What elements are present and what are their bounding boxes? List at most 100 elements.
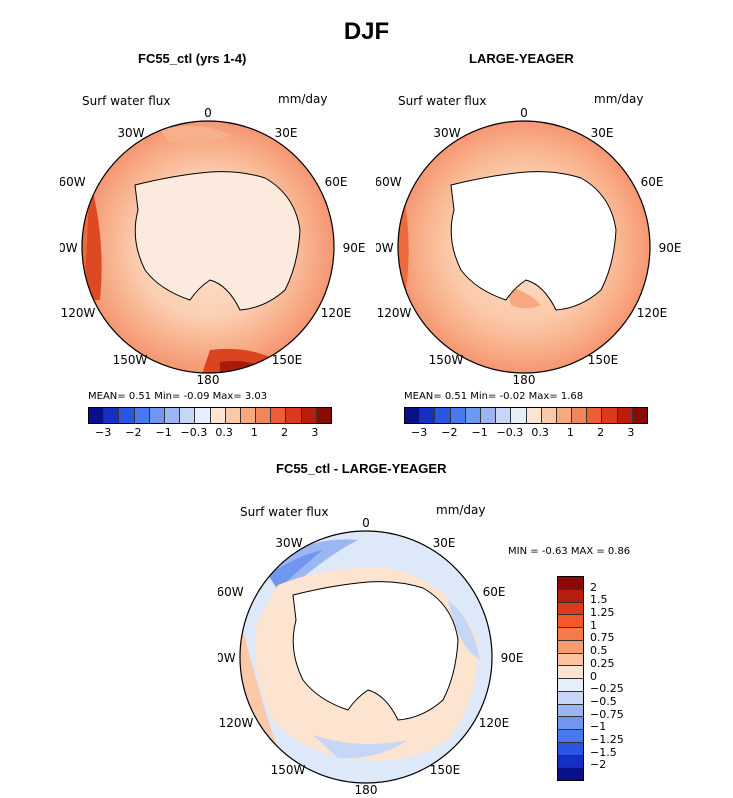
panel-2-boundary [397, 120, 651, 374]
panel-2-map: 0 30E 60E 90E 120E 150E 180 150W 120W 90… [376, 106, 682, 387]
panel-1-lon-150e: 150E [272, 353, 303, 367]
panel-1-colorbar-tick-label: 0.3 [215, 426, 233, 439]
panel-2-lon-150e: 150E [588, 353, 619, 367]
panel-2-lon-60e: 60E [641, 175, 664, 189]
panel-2-lon-150w: 150W [429, 353, 464, 367]
panel-1-colorbar-tick-label: 2 [281, 426, 289, 439]
panel-3-lon-150e: 150E [430, 763, 461, 777]
panel-1-colorbar-tick-label: −1 [155, 426, 172, 439]
panel-2-colorbar-swatch [435, 408, 451, 423]
panel-1-colorbar-swatch [301, 408, 317, 423]
panel-3-colorbar-tick-label: 0 [590, 669, 597, 683]
panel-2-lon-180: 180 [513, 373, 536, 387]
panel-1-variable-label: Surf water flux [82, 94, 171, 108]
panel-3-colorbar [557, 576, 584, 781]
panel-2-colorbar-swatch [420, 408, 436, 423]
panel-3-colorbar-tick-label: 1.25 [590, 606, 615, 620]
panel-2-colorbar-swatch [617, 408, 633, 423]
panel-2-lon-90w: 90W [376, 241, 394, 255]
panel-2-colorbar-swatch [526, 408, 542, 423]
panel-3-units-label: mm/day [436, 503, 486, 517]
panel-2-colorbar-tick-label: 2 [597, 426, 605, 439]
panel-3-colorbar-tick-label: 2 [590, 580, 597, 594]
panel-1-colorbar-swatch [225, 408, 241, 423]
panel-2-colorbar-swatch [632, 408, 647, 423]
panel-3-colorbar-tick-label: 0.75 [590, 631, 615, 645]
panel-2-colorbar-swatch [602, 408, 618, 423]
panel-2-colorbar-ticks: −3 −2 −1 −0.3 0.3 1 2 3 [404, 426, 646, 440]
panel-3-title: FC55_ctl - LARGE-YEAGER [276, 461, 447, 476]
panel-1-antarctica [134, 171, 301, 311]
panel-3-colorbar-tick-label: −0.5 [590, 694, 617, 708]
panel-2-lon-0: 0 [520, 106, 528, 120]
panel-3-lon-180: 180 [355, 783, 378, 797]
panel-3-colorbar-swatch [558, 628, 583, 641]
panel-1-lon-30w: 30W [117, 126, 144, 140]
panel-1-colorbar-swatch [134, 408, 150, 423]
panel-3-colorbar-swatch [558, 679, 583, 692]
panel-1-colorbar-tick-label: −2 [125, 426, 142, 439]
panel-3-colorbar-swatch [558, 704, 583, 718]
panel-3-lon-120e: 120E [479, 716, 510, 730]
panel-1-lon-60e: 60E [325, 175, 348, 189]
panel-3-lon-90e: 90E [501, 651, 524, 665]
panel-3-colorbar-tick-label: 0.5 [590, 644, 608, 658]
panel-1-lon-180: 180 [197, 373, 220, 387]
panel-1-lon-150w: 150W [113, 353, 148, 367]
panel-3-colorbar-swatch [558, 615, 583, 628]
panel-3-colorbar-tick-label: −0.75 [590, 707, 624, 721]
panel-1-stats: MEAN= 0.51 Min= -0.09 Max= 3.03 [88, 391, 268, 402]
panel-1-colorbar-swatch [164, 408, 181, 423]
panel-2-lon-30w: 30W [433, 126, 460, 140]
panel-3-colorbar-swatch [558, 730, 583, 743]
panel-1-colorbar-swatch [271, 408, 287, 423]
panel-3-colorbar-tick-label: 1.5 [590, 593, 608, 607]
panel-2-colorbar-tick-label: 1 [566, 426, 574, 439]
panel-3-colorbar-swatch [558, 577, 583, 590]
panel-3-map: 0 30E 60E 90E 120E 150E 180 150W 120W 90… [218, 516, 524, 797]
panel-2-colorbar-tick-label: −2 [441, 426, 458, 439]
panel-3-colorbar-swatch [558, 755, 583, 769]
panel-1-colorbar-swatch [119, 408, 135, 423]
panel-3-lon-0: 0 [362, 516, 370, 530]
panel-1-colorbar-ticks: −3 −2 −1 −0.3 0.3 1 2 3 [88, 426, 330, 440]
panel-2-colorbar-swatch [465, 408, 481, 423]
panel-3-colorbar-swatch [558, 602, 583, 616]
panel-2-variable-label: Surf water flux [398, 94, 487, 108]
panel-3-boundary [239, 530, 493, 784]
panel-3-colorbar-tick-label: 0.25 [590, 656, 615, 670]
panel-3-lon-120w: 120W [219, 716, 254, 730]
panel-1-map: 0 30E 60E 90E 120E 150E 180 150W 120W 90… [60, 106, 366, 387]
panel-2-colorbar-swatch [480, 408, 497, 423]
panel-2-colorbar-swatch [587, 408, 603, 423]
panel-3-lon-30w: 30W [275, 536, 302, 550]
panel-2-units-label: mm/day [594, 92, 644, 106]
panel-1-colorbar-swatch [316, 408, 331, 423]
panel-3-colorbar-swatch [558, 717, 583, 730]
panel-2-title: LARGE-YEAGER [469, 51, 574, 66]
panel-3-colorbar-swatch [558, 640, 583, 654]
panel-3-stats: MIN = -0.63 MAX = 0.86 [508, 546, 631, 557]
panel-2-colorbar-swatch [405, 408, 421, 423]
panel-1-lon-90e: 90E [343, 241, 366, 255]
panel-1-lon-90w: 90W [60, 241, 78, 255]
panel-1-colorbar-swatch [104, 408, 120, 423]
panel-2-colorbar-tick-label: −3 [411, 426, 428, 439]
panel-3-colorbar-tick-label: −1.25 [590, 732, 624, 746]
panel-1-colorbar-swatch [89, 408, 105, 423]
panel-3-colorbar-ticks: 2 1.5 1.25 1 0.75 0.5 0.25 0 −0.25 −0.5 −0.75 −1 −1.… [590, 576, 630, 779]
panel-3-lon-90w: 90W [218, 651, 236, 665]
panel-3-colorbar-tick-label: −2 [590, 758, 607, 772]
panel-1-lon-0: 0 [204, 106, 212, 120]
panel-1-units-label: mm/day [278, 92, 328, 106]
panel-2-lon-90e: 90E [659, 241, 682, 255]
panel-3-colorbar-swatch [558, 742, 583, 756]
panel-3-lon-60w: 60W [218, 585, 244, 599]
panel-1-colorbar-tick-label: 3 [311, 426, 319, 439]
panel-2-colorbar-tick-label: −0.3 [496, 426, 524, 439]
panel-2-antarctica [450, 171, 617, 311]
panel-3-colorbar-tick-label: −1 [590, 720, 607, 734]
panel-3-colorbar-tick-label: −1.5 [590, 745, 617, 759]
panel-2-colorbar-swatch [496, 408, 512, 423]
panel-1-lon-120e: 120E [321, 306, 352, 320]
